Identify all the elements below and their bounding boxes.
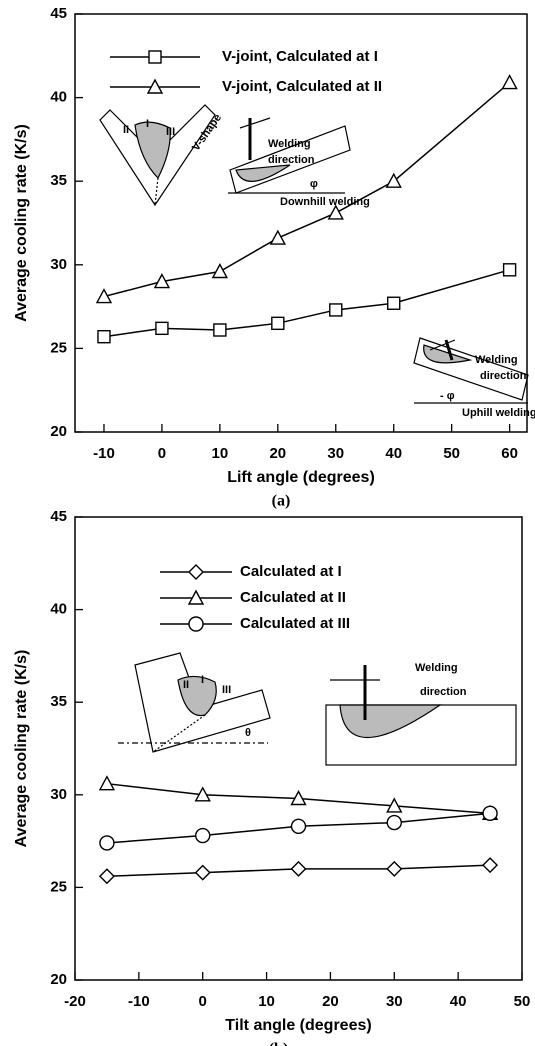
annotation: I bbox=[146, 118, 149, 130]
legend-label: Calculated at II bbox=[240, 589, 346, 606]
plot-frame bbox=[74, 13, 528, 433]
annotation: II bbox=[183, 679, 189, 691]
y-tick-label: 35 bbox=[50, 172, 67, 189]
x-axis-label: Tilt angle (degrees) bbox=[225, 1017, 371, 1034]
annotation: φ bbox=[310, 178, 318, 190]
annotation: V-shape bbox=[190, 112, 224, 153]
x-tick-label: 20 bbox=[269, 445, 286, 462]
x-tick-label: 50 bbox=[443, 445, 460, 462]
y-tick-label: 25 bbox=[50, 339, 67, 356]
y-tick-label: 45 bbox=[50, 508, 67, 525]
y-tick-label: 30 bbox=[50, 256, 67, 273]
legend-marker bbox=[188, 616, 204, 632]
x-tick-label: -20 bbox=[64, 993, 86, 1010]
annotation: III bbox=[166, 126, 175, 138]
x-tick-label: -10 bbox=[93, 445, 115, 462]
marker bbox=[194, 864, 211, 881]
y-axis-label: Average cooling rate (K/s) bbox=[13, 650, 30, 848]
annotation: Downhill welding bbox=[280, 196, 370, 208]
marker bbox=[290, 818, 307, 834]
marker bbox=[329, 303, 343, 317]
v-joint-inset bbox=[99, 104, 216, 207]
marker bbox=[482, 805, 498, 822]
x-axis-label: Lift angle (degrees) bbox=[227, 469, 375, 486]
x-tick-label: 0 bbox=[158, 445, 166, 462]
legend-label: V-joint, Calculated at II bbox=[222, 78, 382, 95]
marker bbox=[95, 288, 113, 304]
annotation: direction bbox=[420, 686, 467, 698]
x-tick-label: 10 bbox=[212, 445, 229, 462]
marker bbox=[502, 263, 517, 277]
annotation: - φ bbox=[440, 390, 455, 402]
x-tick-label: 10 bbox=[258, 993, 275, 1010]
panel-label: (a) bbox=[272, 493, 291, 510]
legend-marker bbox=[146, 78, 164, 94]
marker bbox=[482, 857, 499, 874]
annotation: direction bbox=[268, 154, 315, 166]
annotation: I bbox=[201, 674, 204, 686]
y-tick-label: 40 bbox=[50, 89, 67, 106]
marker bbox=[290, 790, 307, 806]
annotation: Uphill welding bbox=[462, 407, 535, 419]
legend-label: Calculated at I bbox=[240, 563, 342, 580]
marker bbox=[213, 323, 227, 337]
x-tick-label: 50 bbox=[514, 993, 531, 1010]
y-axis-label: Average cooling rate (K/s) bbox=[13, 124, 30, 322]
y-tick-label: 20 bbox=[50, 971, 67, 988]
y-tick-label: 40 bbox=[50, 601, 67, 618]
marker bbox=[386, 797, 403, 813]
panel-label: (b) bbox=[269, 1041, 289, 1046]
marker bbox=[386, 860, 403, 877]
marker bbox=[269, 229, 286, 245]
plot-frame bbox=[74, 516, 523, 981]
legend-label: V-joint, Calculated at I bbox=[222, 48, 378, 65]
y-tick-label: 35 bbox=[50, 693, 67, 710]
marker bbox=[386, 814, 402, 831]
x-tick-label: -10 bbox=[128, 993, 150, 1010]
marker bbox=[211, 263, 229, 279]
annotation: Welding bbox=[475, 354, 518, 366]
marker bbox=[153, 273, 171, 289]
x-tick-label: 60 bbox=[501, 445, 518, 462]
legend-marker bbox=[148, 50, 162, 64]
marker bbox=[97, 329, 111, 344]
marker bbox=[98, 868, 115, 885]
x-tick-label: 20 bbox=[322, 993, 339, 1010]
x-tick-label: 30 bbox=[327, 445, 344, 462]
annotation: III bbox=[222, 684, 231, 696]
welding-inset bbox=[325, 665, 517, 766]
annotation: II bbox=[123, 124, 129, 136]
tilt-inset bbox=[118, 652, 271, 753]
marker bbox=[98, 775, 116, 791]
marker bbox=[194, 786, 211, 802]
x-tick-label: 30 bbox=[386, 993, 403, 1010]
x-tick-label: 40 bbox=[450, 993, 467, 1010]
annotation: Welding bbox=[268, 138, 311, 150]
annotation: θ bbox=[245, 727, 251, 739]
y-tick-label: 25 bbox=[50, 878, 67, 895]
uphill-inset bbox=[413, 337, 529, 404]
downhill-inset bbox=[228, 117, 351, 194]
marker bbox=[501, 74, 518, 90]
marker bbox=[271, 316, 285, 331]
marker bbox=[99, 835, 115, 851]
marker bbox=[155, 321, 169, 336]
y-tick-label: 30 bbox=[50, 786, 67, 803]
legend-label: Calculated at III bbox=[240, 615, 350, 632]
x-tick-label: 40 bbox=[385, 445, 402, 462]
x-tick-label: 0 bbox=[199, 993, 207, 1010]
legend-marker bbox=[188, 564, 204, 580]
y-tick-label: 20 bbox=[50, 423, 67, 440]
legend-marker bbox=[187, 589, 205, 605]
marker bbox=[290, 860, 307, 877]
marker bbox=[385, 172, 402, 188]
annotation: direction bbox=[480, 370, 527, 382]
marker bbox=[195, 827, 211, 844]
y-tick-label: 45 bbox=[50, 5, 67, 22]
annotation: Welding bbox=[415, 662, 458, 674]
marker bbox=[327, 204, 344, 220]
marker bbox=[387, 296, 401, 310]
